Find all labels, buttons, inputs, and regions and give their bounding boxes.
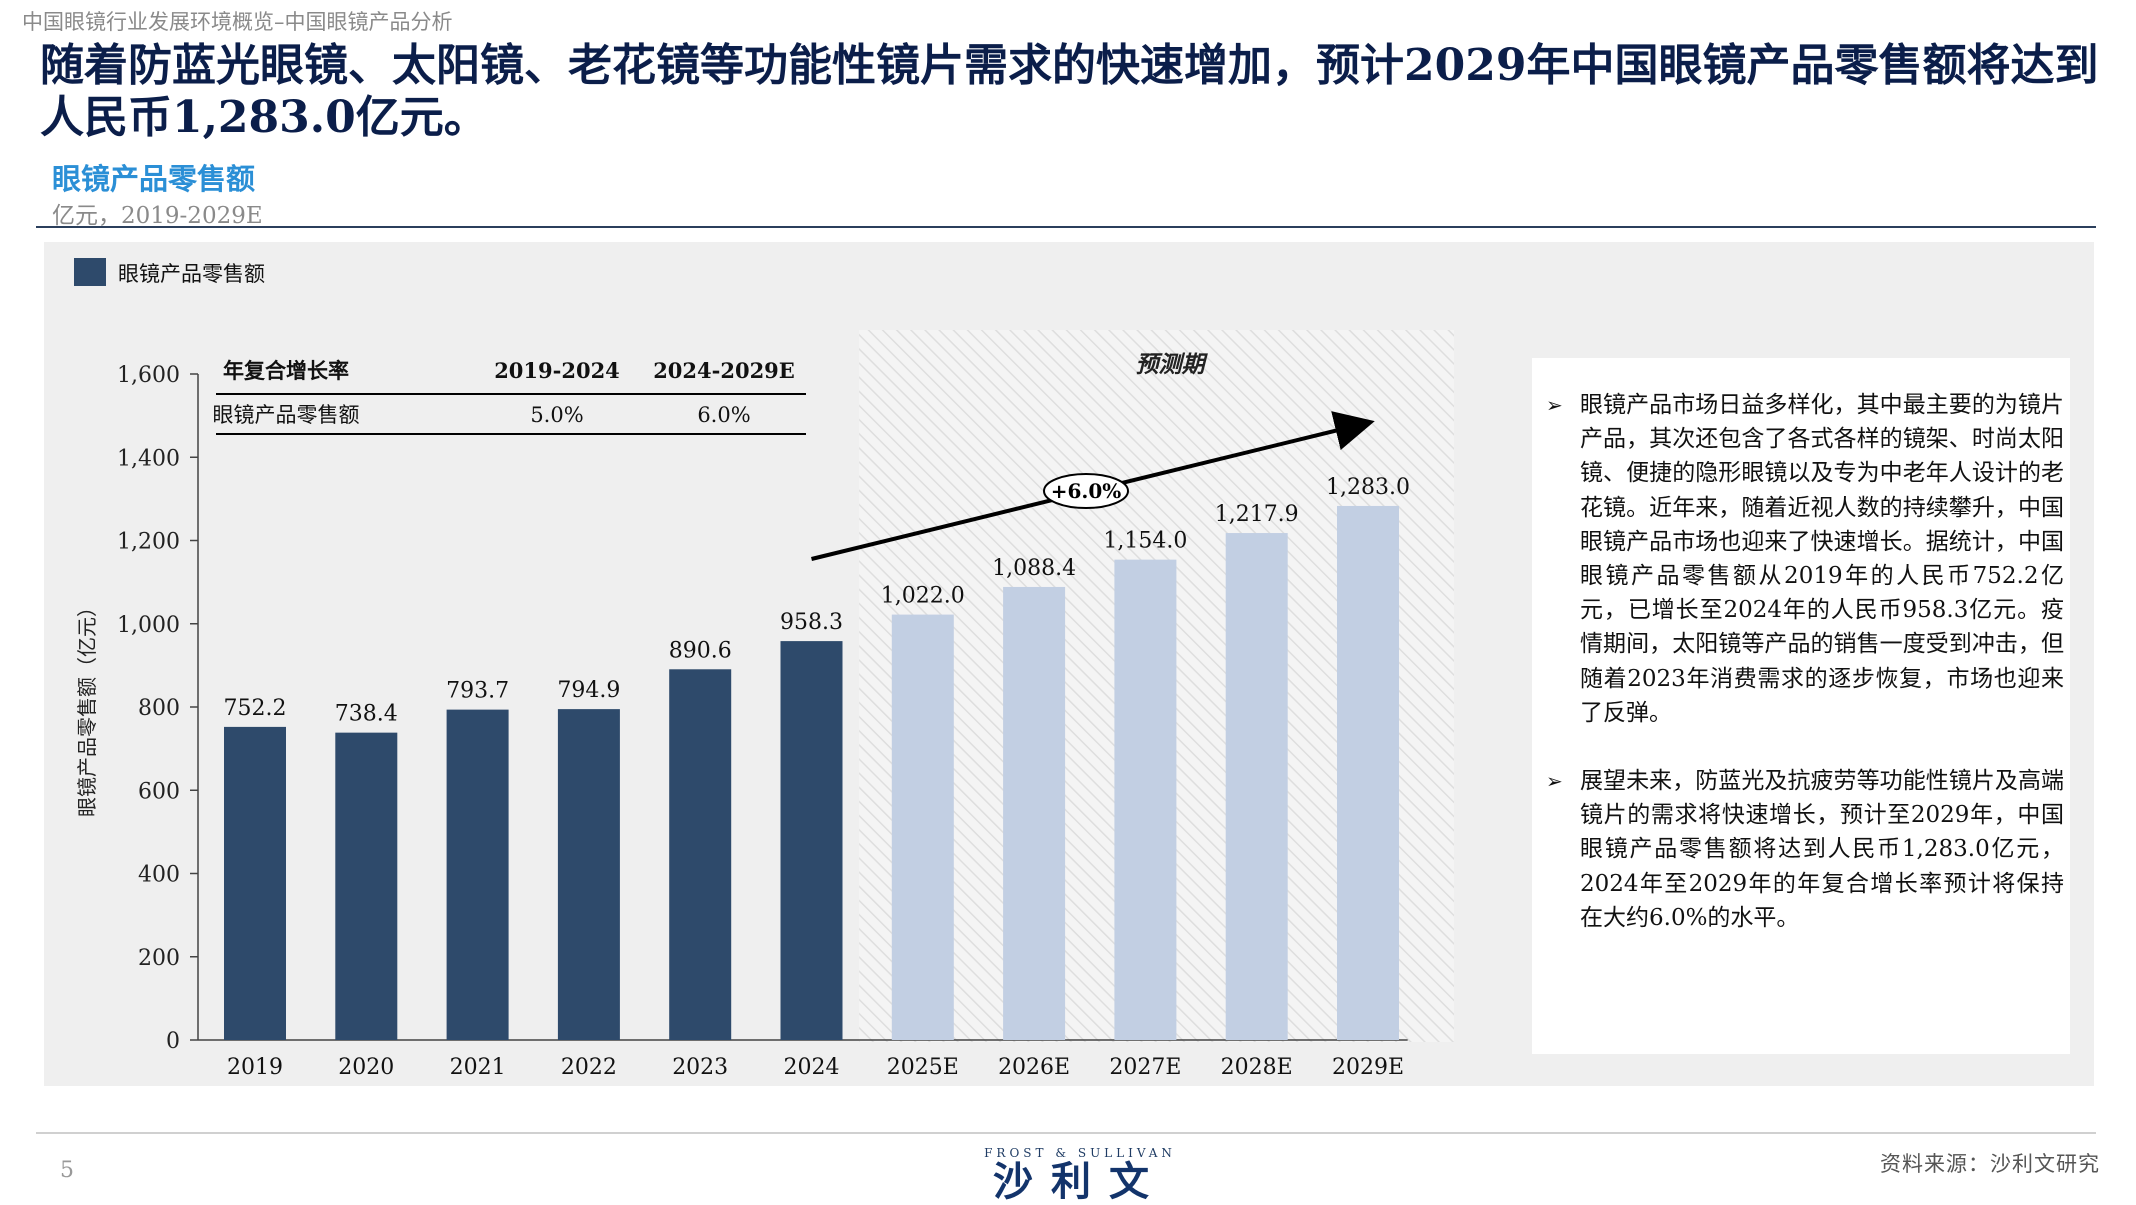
bar-value-label: 1,283.0 [1326,475,1410,500]
x-tick-label: 2029E [1332,1055,1404,1080]
y-tick-label: 1,400 [117,446,180,471]
bar [224,726,286,1040]
y-tick-label: 600 [138,779,180,804]
y-axis-title: 眼镜产品零售额（亿元） [75,597,99,817]
x-tick-label: 2019 [227,1055,283,1080]
bar-value-label: 738.4 [335,702,398,727]
x-tick-label: 2023 [672,1055,728,1080]
x-tick-label: 2020 [338,1055,394,1080]
bar-value-label: 1,154.0 [1103,529,1187,554]
x-tick-label: 2021 [450,1055,506,1080]
bar [557,709,620,1040]
logo-chinese: 沙利文 [993,1159,1167,1205]
bar-value-label: 752.2 [224,696,287,721]
arrow-bullet-icon: ➢ [1546,769,1563,793]
y-tick-label: 400 [138,863,180,888]
x-tick-label: 2027E [1109,1055,1181,1080]
source-note: 资料来源：沙利文研究 [1880,1152,2100,1176]
page-title: 随着防蓝光眼镜、太阳镜、老花镜等功能性镜片需求的快速增加，预计2029年中国眼镜… [40,40,2099,143]
legend-swatch [74,258,106,286]
cagr-table-header: 2024-2029E [653,358,795,383]
y-tick-label: 0 [166,1029,180,1054]
bar [669,669,732,1040]
cagr-table-cell: 5.0% [530,403,583,427]
bar-value-label: 793.7 [446,679,509,704]
bar-value-label: 890.6 [669,638,732,663]
commentary-bullet: ➢ 展望未来，防蓝光及抗疲劳等功能性镜片及高端镜片的需求将快速增长，预计至202… [1546,764,2064,935]
bar [446,709,509,1040]
breadcrumb: 中国眼镜行业发展环境概览–中国眼镜产品分析 [22,10,453,34]
bullet-text: 展望未来，防蓝光及抗疲劳等功能性镜片及高端镜片的需求将快速增长，预计至2029年… [1580,768,2064,931]
y-tick-label: 1,600 [117,363,180,388]
bar [780,641,843,1040]
bar-chart: 预测期 0 200 400 600 800 1,000 1,200 1,400 1,600 眼镜产… [74,258,1454,1080]
bullet-text: 眼镜产品市场日益多样化，其中最主要的为镜片产品，其次还包含了各式各样的镜架、时尚… [1580,392,2064,726]
y-tick-label: 1,200 [117,530,180,555]
x-tick-label: 2022 [561,1055,617,1080]
y-tick-label: 200 [138,946,180,971]
bar [1225,533,1288,1040]
bar-value-label: 1,088.4 [992,556,1076,581]
y-tick-label: 1,000 [117,613,180,638]
bar [1003,586,1066,1040]
cagr-table-cell: 眼镜产品零售额 [213,403,360,427]
cagr-table-header: 2019-2024 [494,358,620,383]
bar [1114,559,1177,1040]
cagr-table-cell: 6.0% [697,403,750,427]
x-tick-label: 2026E [998,1055,1070,1080]
x-tick-label: 2028E [1221,1055,1293,1080]
legend-label: 眼镜产品零售额 [118,262,265,286]
cagr-arrow-label: +6.0% [1051,479,1122,503]
cagr-table-header: 年复合增长率 [223,358,349,383]
commentary-box: ➢ 眼镜产品市场日益多样化，其中最主要的为镜片产品，其次还包含了各式各样的镜架、… [1532,358,2070,1054]
footer-divider [36,1132,2096,1134]
bar [891,614,954,1040]
bar [1337,505,1399,1040]
page-number: 5 [60,1158,74,1183]
bar [335,732,398,1040]
bar-value-label: 958.3 [780,610,843,635]
x-tick-label: 2025E [887,1055,959,1080]
arrow-bullet-icon: ➢ [1546,393,1563,417]
forecast-label: 预测期 [1136,351,1209,378]
chart-subtitle: 亿元，2019-2029E [52,203,263,229]
bar-value-label: 794.9 [557,678,620,703]
bar-value-label: 1,022.0 [881,584,965,609]
commentary-bullet: ➢ 眼镜产品市场日益多样化，其中最主要的为镜片产品，其次还包含了各式各样的镜架、… [1546,388,2064,730]
chart-title: 眼镜产品零售额 [52,162,256,196]
title-divider [36,226,2096,228]
y-tick-label: 800 [138,696,180,721]
bar-value-label: 1,217.9 [1215,502,1299,527]
cagr-bubble [1043,473,1129,509]
company-logo: FROST & SULLIVAN 沙利文 [930,1146,1230,1205]
x-tick-label: 2024 [784,1055,840,1080]
logo-english: FROST & SULLIVAN [984,1146,1176,1160]
